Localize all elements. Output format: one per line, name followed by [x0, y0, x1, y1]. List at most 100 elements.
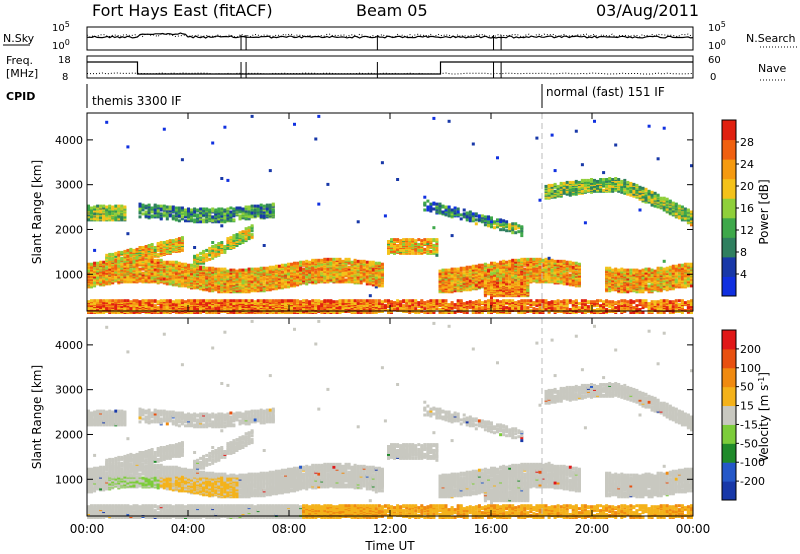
power-cell — [414, 299, 418, 303]
power-cell — [90, 285, 93, 289]
power-cell — [114, 275, 118, 279]
power-cell — [205, 308, 209, 311]
power-cell — [199, 251, 203, 255]
power-cell — [184, 307, 187, 311]
power-cell — [311, 299, 315, 303]
power-cell — [426, 208, 430, 212]
power-cell — [117, 256, 121, 260]
power-cell — [87, 300, 90, 304]
power-cell — [135, 299, 139, 303]
power-cell — [335, 300, 339, 304]
power-cell — [87, 306, 90, 310]
power-cell — [114, 251, 118, 255]
power-cell — [144, 271, 148, 275]
cpid-segment-normal: normal (fast) 151 IF — [546, 85, 665, 99]
power-cell — [211, 299, 215, 303]
power-cell — [205, 288, 209, 292]
power-cell — [211, 207, 215, 211]
power-cell — [250, 267, 254, 271]
power-cell — [226, 283, 230, 287]
power-cell — [126, 278, 130, 282]
power-cell — [368, 294, 372, 298]
power-cell — [190, 217, 193, 221]
power-cell — [202, 261, 206, 265]
power-cell — [135, 254, 139, 258]
power-cell — [335, 257, 339, 261]
power-cell — [153, 271, 157, 275]
power-cell — [114, 306, 118, 310]
power-cell — [226, 213, 230, 217]
power-cell — [296, 299, 300, 303]
power-cell — [402, 238, 406, 242]
power-cell — [471, 142, 475, 146]
power-cell — [471, 301, 475, 305]
power-cell — [429, 238, 433, 242]
power-cell — [268, 203, 272, 207]
nsky-tick-low: 100 — [52, 38, 70, 52]
power-cell — [205, 248, 209, 252]
power-cell — [238, 206, 242, 210]
power-cell — [126, 145, 130, 149]
power-cell — [226, 237, 230, 241]
power-cell — [90, 215, 93, 219]
power-cell — [102, 209, 106, 213]
power-cell — [417, 238, 421, 242]
power-cell — [217, 281, 221, 285]
power-cell — [177, 265, 181, 269]
power-cell — [432, 299, 436, 303]
power-cell — [284, 299, 287, 303]
power-cell — [108, 259, 112, 263]
power-cell — [144, 212, 148, 216]
power-cell — [135, 265, 139, 269]
power-cell — [302, 260, 306, 264]
power-cell — [174, 213, 178, 217]
power-cell — [199, 267, 203, 271]
power-cell — [396, 178, 400, 181]
power-cell — [247, 299, 251, 303]
power-cell — [123, 307, 127, 311]
power-cell — [90, 283, 93, 287]
power-cell — [374, 261, 378, 265]
power-cell — [150, 206, 154, 210]
power-cell — [132, 278, 136, 282]
power-cell — [223, 285, 227, 289]
power-cell — [256, 299, 260, 303]
power-cell — [165, 207, 169, 211]
power-cell — [156, 306, 160, 310]
power-cell — [147, 279, 151, 283]
power-cell — [271, 202, 275, 206]
power-cell — [93, 278, 97, 282]
power-cell — [250, 204, 254, 208]
power-cell — [202, 220, 206, 224]
power-cell — [441, 204, 445, 208]
power-cell — [265, 281, 269, 285]
power-cell — [220, 283, 224, 287]
power-cell — [447, 214, 451, 218]
power-cell — [187, 211, 190, 215]
power-cell — [111, 299, 115, 303]
power-cell — [102, 299, 106, 303]
power-cell — [214, 249, 218, 253]
power-cell — [259, 203, 263, 207]
power-cell — [108, 299, 112, 303]
power-cell — [220, 224, 224, 228]
power-cell — [105, 120, 109, 124]
power-cell — [483, 300, 487, 304]
power-cell — [356, 259, 360, 263]
power-cell — [232, 306, 236, 310]
power-cell — [202, 280, 206, 284]
power-cell — [471, 279, 475, 283]
power-cell — [232, 290, 236, 294]
power-cell — [96, 261, 100, 265]
power-cell — [483, 215, 487, 219]
power-cell — [211, 256, 215, 260]
power-cell — [241, 235, 245, 239]
power-cell — [450, 208, 454, 212]
power-cell — [290, 299, 293, 303]
power-cell — [374, 299, 378, 303]
power-cell — [108, 275, 112, 279]
power-cell — [87, 262, 90, 266]
power-cell — [205, 215, 209, 219]
power-cell — [180, 243, 184, 246]
power-cell — [208, 276, 212, 280]
